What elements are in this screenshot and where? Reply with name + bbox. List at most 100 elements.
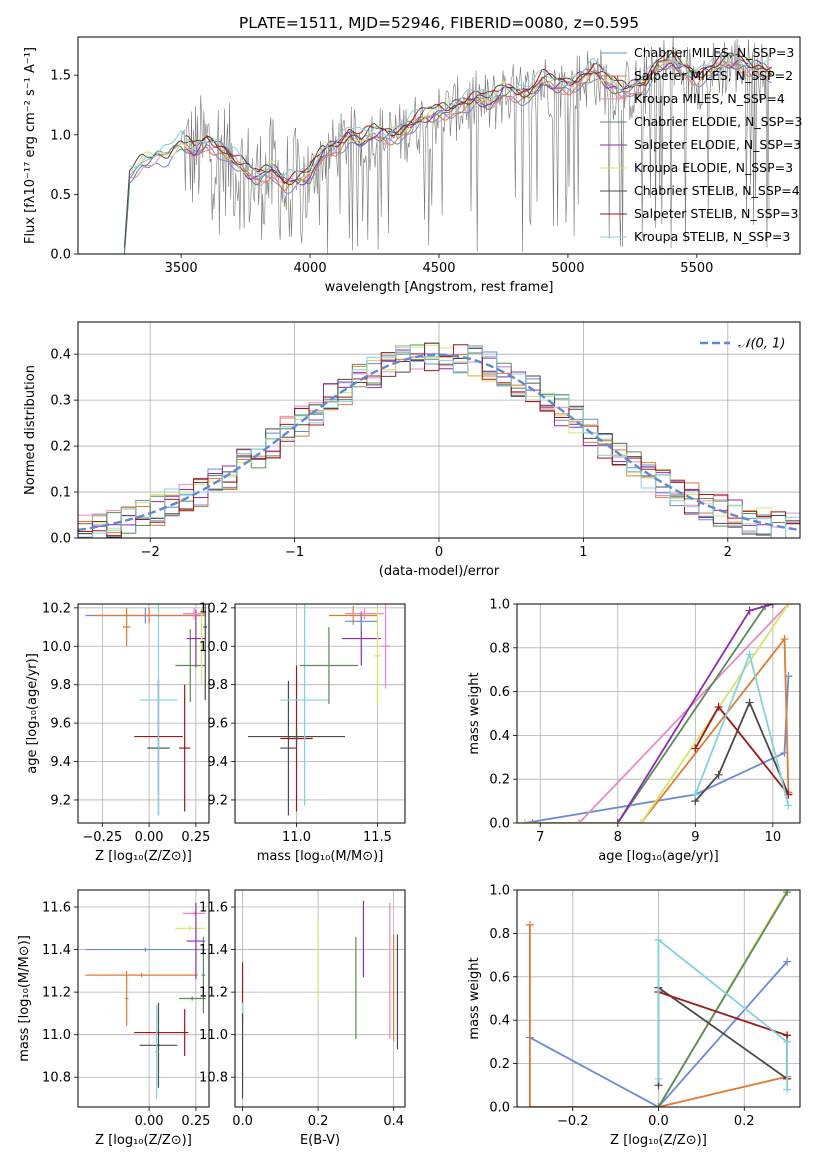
y-axis-label: age [log₁₀(age/yr)] bbox=[25, 653, 40, 774]
legend-entry: Salpeter MILES, N_SSP=2 bbox=[634, 68, 793, 83]
x-tick-label: 0.00 bbox=[135, 1114, 164, 1129]
x-tick-label: −0.2 bbox=[557, 1114, 589, 1129]
axes-frame bbox=[77, 889, 210, 1108]
y-tick-label: 11.4 bbox=[199, 943, 228, 958]
x-axis-label: age [log₁₀(age/yr)] bbox=[598, 849, 719, 864]
weight-line-3 bbox=[578, 604, 790, 823]
weight-marker bbox=[784, 604, 793, 608]
panel-7-plot-area bbox=[235, 890, 405, 1107]
y-tick-label: 11.6 bbox=[42, 901, 71, 916]
weight-line-5 bbox=[657, 985, 788, 1086]
model-line-7 bbox=[123, 52, 772, 248]
model-line-3 bbox=[129, 61, 772, 187]
y-tick-label: 9.4 bbox=[207, 755, 228, 770]
weight-marker bbox=[714, 702, 723, 711]
y-tick-label: 9.4 bbox=[50, 755, 71, 770]
legend-entry: Chabrier STELIB, N_SSP=4 bbox=[634, 183, 800, 198]
x-tick-label: 8 bbox=[614, 830, 622, 845]
x-axis-label: Z [log₁₀(Z/Z⊙)] bbox=[95, 849, 192, 864]
y-tick-label: 0.2 bbox=[489, 1057, 510, 1072]
x-tick-label: 5500 bbox=[680, 261, 713, 276]
y-tick-label: 0.0 bbox=[489, 817, 510, 832]
y-tick-label: 11.0 bbox=[199, 1028, 228, 1043]
x-axis-label: E(B-V) bbox=[300, 1133, 340, 1148]
y-tick-label: 9.8 bbox=[50, 678, 71, 693]
axes-frame bbox=[77, 603, 210, 824]
x-axis-label: Z [log₁₀(Z/Z⊙)] bbox=[95, 1133, 192, 1148]
y-tick-label: 0.6 bbox=[489, 685, 510, 700]
y-tick-label: 0.4 bbox=[489, 729, 510, 744]
weight-marker bbox=[520, 819, 529, 823]
y-tick-label: 11.6 bbox=[199, 901, 228, 916]
y-tick-label: 0.3 bbox=[50, 394, 71, 409]
x-axis-label: (data-model)/error bbox=[379, 564, 500, 579]
weight-marker bbox=[745, 650, 754, 659]
x-tick-label: 0.2 bbox=[734, 1114, 755, 1129]
y-tick-label: 11.0 bbox=[42, 1028, 71, 1043]
x-tick-label: 11.5 bbox=[363, 830, 392, 845]
histogram-7 bbox=[78, 342, 800, 538]
y-tick-label: 0.2 bbox=[489, 773, 510, 788]
y-tick-label: 0.4 bbox=[50, 348, 71, 363]
model-line-8 bbox=[186, 50, 772, 184]
gaussian-curve bbox=[78, 353, 800, 532]
y-tick-label: 10.8 bbox=[199, 1071, 228, 1086]
panel-5-plot-area bbox=[517, 604, 800, 823]
x-tick-label: 4500 bbox=[422, 261, 455, 276]
axes-frame bbox=[516, 889, 801, 1108]
panel-6-plot-area bbox=[78, 890, 209, 1107]
weight-marker bbox=[783, 957, 792, 966]
x-tick-label: −2 bbox=[141, 545, 160, 560]
y-tick-label: 11.2 bbox=[42, 986, 71, 1001]
axes-frame bbox=[516, 603, 801, 824]
x-tick-label: −0.25 bbox=[82, 830, 122, 845]
axes-frame bbox=[77, 36, 801, 255]
panel-8-plot-area bbox=[517, 890, 800, 1107]
y-tick-label: 9.6 bbox=[207, 717, 228, 732]
legend-entry: Chabrier MILES, N_SSP=3 bbox=[634, 45, 794, 60]
axes-frame bbox=[234, 603, 406, 824]
legend-entry: Kroupa STELIB, N_SSP=3 bbox=[634, 229, 790, 244]
y-tick-label: 9.2 bbox=[207, 793, 228, 808]
x-tick-label: 0.2 bbox=[308, 1114, 329, 1129]
x-tick-label: 0 bbox=[435, 545, 443, 560]
x-axis-label: wavelength [Angstrom, rest frame] bbox=[325, 280, 554, 295]
weight-marker bbox=[768, 604, 777, 608]
x-tick-label: 7 bbox=[536, 830, 544, 845]
x-tick-label: 10 bbox=[765, 830, 782, 845]
y-tick-label: 1.0 bbox=[50, 128, 71, 143]
x-axis-label: mass [log₁₀(M/M⊙)] bbox=[257, 849, 384, 864]
y-axis-label: mass weight bbox=[467, 672, 482, 754]
weight-line-2 bbox=[529, 924, 788, 1107]
panel-2-plot-area bbox=[78, 322, 800, 538]
y-tick-label: 10.2 bbox=[42, 601, 71, 616]
weight-marker bbox=[783, 1085, 792, 1094]
y-tick-label: 9.2 bbox=[50, 793, 71, 808]
x-tick-label: 1 bbox=[579, 545, 587, 560]
weight-marker bbox=[525, 1103, 534, 1107]
weight-marker bbox=[780, 635, 789, 644]
y-axis-label: Flux [fλ10⁻¹⁷ erg cm⁻² s⁻¹ A⁻¹] bbox=[23, 47, 38, 244]
panel-4-plot-area bbox=[235, 604, 405, 823]
y-tick-label: 9.6 bbox=[50, 717, 71, 732]
y-tick-label: 10.8 bbox=[42, 1071, 71, 1086]
weight-line-7 bbox=[694, 700, 790, 802]
panel-3-plot-area bbox=[78, 604, 209, 823]
weight-marker bbox=[783, 1037, 792, 1046]
weight-line-6 bbox=[524, 604, 790, 823]
x-tick-label: 11.0 bbox=[282, 830, 311, 845]
x-tick-label: −1 bbox=[285, 545, 304, 560]
weight-marker bbox=[691, 744, 700, 753]
weight-line-2 bbox=[532, 636, 790, 823]
y-tick-label: 0.8 bbox=[489, 927, 510, 942]
y-tick-label: 0.5 bbox=[50, 188, 71, 203]
y-tick-label: 0.1 bbox=[50, 486, 71, 501]
y-tick-label: 0.0 bbox=[489, 1101, 510, 1116]
x-tick-label: 9 bbox=[691, 830, 699, 845]
x-tick-label: 0.0 bbox=[648, 1114, 669, 1129]
legend-entry: Salpeter ELODIE, N_SSP=3 bbox=[634, 137, 801, 152]
weight-marker bbox=[575, 819, 584, 823]
y-tick-label: 10.2 bbox=[199, 601, 228, 616]
weight-marker bbox=[637, 819, 646, 823]
